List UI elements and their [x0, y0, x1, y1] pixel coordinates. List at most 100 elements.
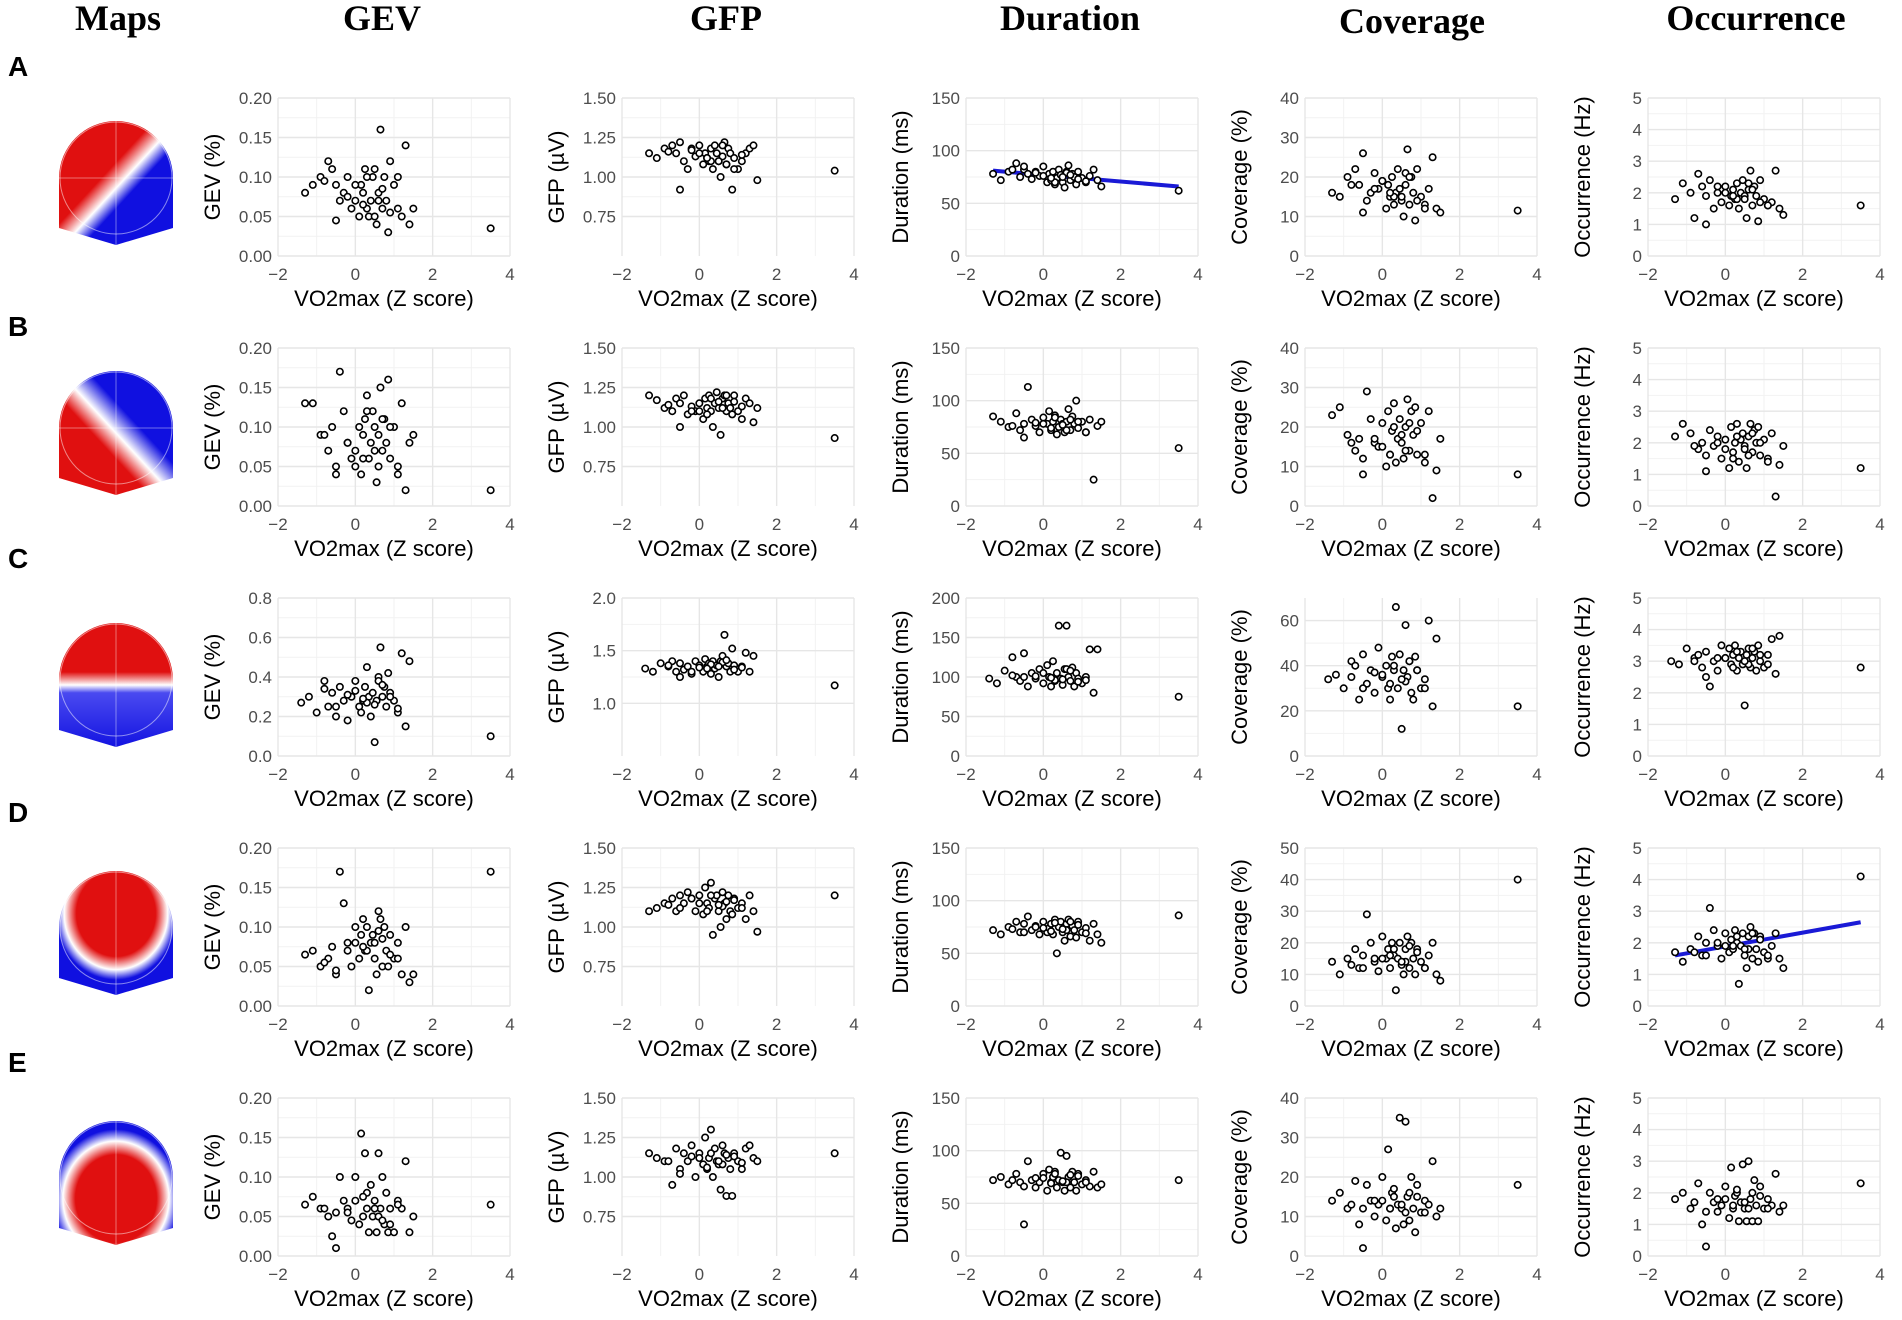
x-axis-label: VO2max (Z score) — [1321, 1036, 1501, 1061]
y-tick-label: 2.0 — [592, 589, 616, 608]
data-point — [1335, 403, 1344, 412]
data-point — [343, 938, 352, 947]
x-tick-label: −2 — [1638, 515, 1657, 534]
y-axis-label: GFP (µV) — [544, 631, 569, 724]
y-tick-label: 100 — [932, 392, 960, 411]
data-point — [355, 954, 364, 963]
data-point — [360, 165, 369, 174]
data-point — [1060, 183, 1069, 192]
x-tick-label: −2 — [956, 1265, 975, 1284]
data-point — [1019, 672, 1028, 681]
data-point — [1362, 387, 1371, 396]
data-point — [397, 970, 406, 979]
y-tick-label: 1 — [1633, 965, 1642, 984]
data-point — [1721, 445, 1730, 454]
data-point — [1064, 161, 1073, 170]
data-point — [1709, 926, 1718, 935]
data-point — [1417, 957, 1426, 966]
data-point — [706, 394, 715, 403]
x-axis-label: VO2max (Z score) — [1321, 1286, 1501, 1311]
data-point — [830, 434, 839, 443]
data-point — [301, 950, 310, 959]
regression-line — [1674, 920, 1862, 958]
data-point — [1717, 954, 1726, 963]
data-point — [718, 888, 727, 897]
data-point — [706, 1125, 715, 1134]
y-tick-label: 0 — [1290, 747, 1299, 766]
data-point — [351, 938, 360, 947]
y-tick-label: 0 — [1290, 997, 1299, 1016]
x-tick-label: 2 — [772, 515, 781, 534]
data-point — [362, 173, 371, 182]
x-tick-label: 0 — [1721, 515, 1730, 534]
data-point — [1066, 666, 1075, 675]
data-point — [320, 176, 329, 185]
data-point — [1047, 174, 1056, 183]
data-point — [737, 415, 746, 424]
y-tick-label: 0.15 — [239, 1129, 272, 1148]
data-point — [360, 682, 369, 691]
data-point — [1424, 1200, 1433, 1209]
data-point — [1705, 682, 1714, 691]
data-point — [1740, 1198, 1749, 1207]
data-point — [1386, 450, 1395, 459]
data-point — [1763, 650, 1772, 659]
data-point — [1395, 184, 1404, 193]
data-point — [695, 149, 704, 158]
data-point — [722, 656, 731, 665]
data-point — [830, 891, 839, 900]
data-point — [308, 180, 317, 189]
data-point — [401, 722, 410, 731]
data-point — [641, 664, 650, 673]
y-tick-label: 1 — [1633, 1215, 1642, 1234]
data-point — [384, 669, 393, 678]
data-point — [1754, 957, 1763, 966]
data-point — [745, 667, 754, 676]
data-point — [343, 1208, 352, 1217]
y-axis-label: Coverage (%) — [1227, 109, 1252, 245]
data-point — [386, 157, 395, 166]
data-point — [1351, 1176, 1360, 1185]
data-point — [1702, 467, 1711, 476]
x-tick-label: −2 — [612, 1265, 631, 1284]
data-point — [1732, 179, 1741, 188]
data-point — [695, 141, 704, 150]
y-tick-label: 1.00 — [583, 168, 616, 187]
data-point — [706, 891, 715, 900]
data-point — [1428, 153, 1437, 162]
data-point — [331, 462, 340, 471]
data-point — [1060, 1186, 1069, 1195]
data-point — [1049, 657, 1058, 666]
data-point — [1748, 1188, 1757, 1197]
data-point — [389, 180, 398, 189]
data-point — [1085, 645, 1094, 654]
data-point — [1386, 951, 1395, 960]
data-point — [378, 204, 387, 213]
data-point — [1089, 688, 1098, 697]
y-axis-label: GFP (µV) — [544, 381, 569, 474]
data-point — [1370, 688, 1379, 697]
data-point — [1066, 170, 1075, 179]
x-tick-label: 0 — [351, 1265, 360, 1284]
y-tick-label: 0 — [1290, 1247, 1299, 1266]
data-point — [1729, 185, 1738, 194]
data-point — [1436, 976, 1445, 985]
x-tick-label: 4 — [1193, 1265, 1202, 1284]
data-point — [355, 1220, 364, 1229]
data-point — [1386, 695, 1395, 704]
data-point — [706, 669, 715, 678]
data-point — [675, 904, 684, 913]
data-point — [1399, 666, 1408, 675]
data-point — [1401, 180, 1410, 189]
data-point — [1420, 458, 1429, 467]
data-point — [1744, 1204, 1753, 1213]
data-point — [1074, 920, 1083, 929]
y-tick-label: 3 — [1633, 1152, 1642, 1171]
data-point — [1717, 1201, 1726, 1210]
x-tick-label: 2 — [1116, 265, 1125, 284]
data-point — [683, 888, 692, 897]
data-point — [1721, 182, 1730, 191]
data-point — [335, 196, 344, 205]
